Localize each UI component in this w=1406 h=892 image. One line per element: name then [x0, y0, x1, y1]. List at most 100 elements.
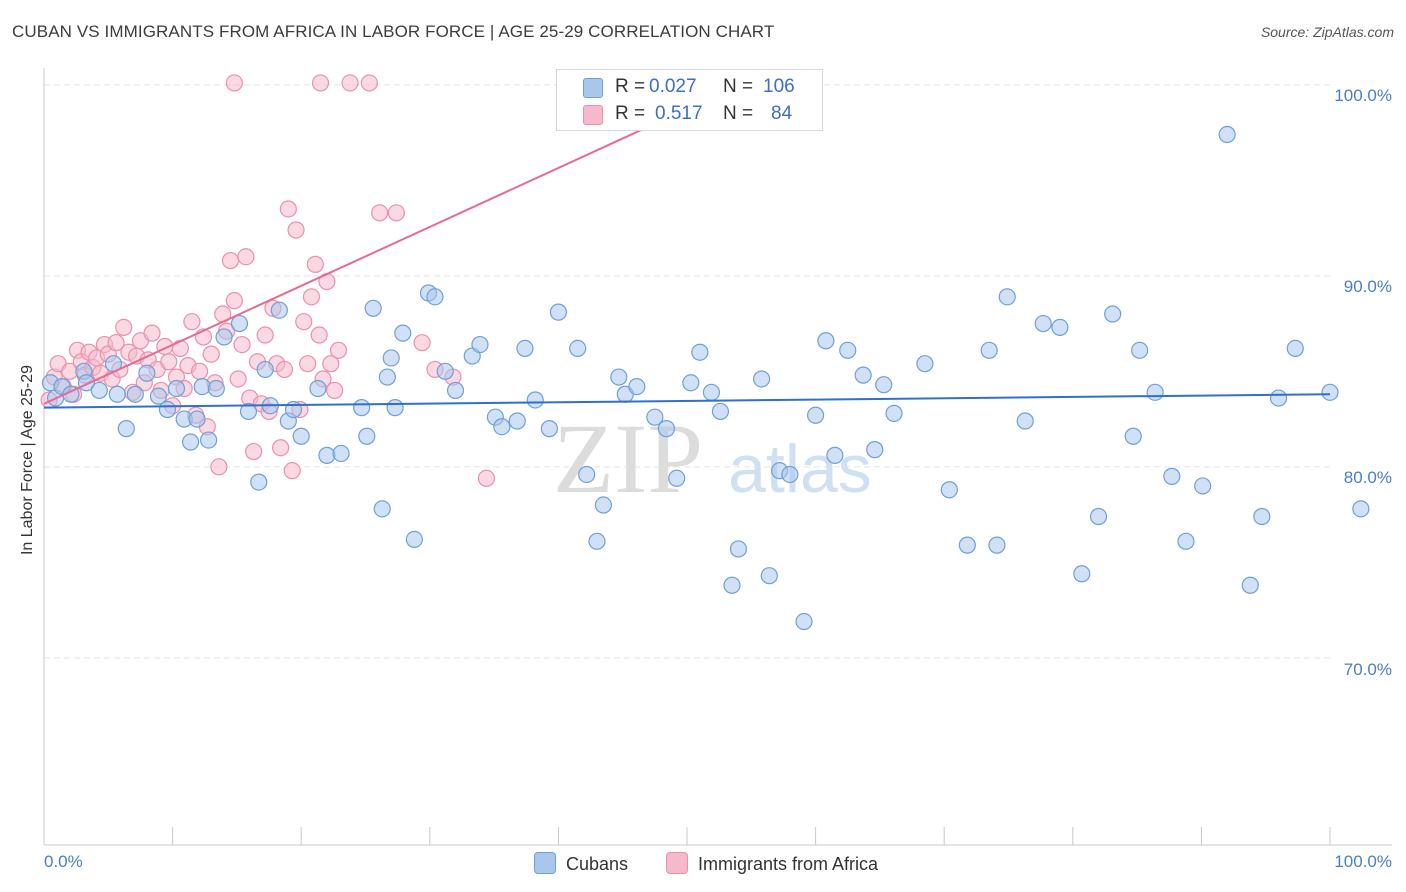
watermark-atlas: atlas [728, 431, 872, 507]
cubans-point [729, 540, 748, 558]
cubans-point [752, 370, 771, 388]
cubans-point [394, 324, 412, 342]
series-immigrants-from-africa [40, 74, 495, 487]
cubans-point [1089, 507, 1108, 526]
watermark-zip: ZIP [553, 403, 703, 514]
cubans-point [526, 391, 544, 409]
africa-point [210, 458, 228, 476]
cubans-point [711, 402, 730, 421]
africa-swatch [666, 852, 688, 874]
cubans-point [332, 444, 350, 463]
africa-point [107, 334, 125, 352]
cubans-point [353, 399, 371, 417]
cubans-point [1034, 314, 1052, 333]
cubans-point [691, 343, 709, 361]
cubans-point [309, 379, 327, 398]
cubans-point [318, 446, 336, 464]
cubans-point [1218, 125, 1236, 144]
africa-point [191, 362, 209, 380]
africa-point [302, 288, 321, 306]
cubans-point [436, 362, 454, 380]
africa-point [279, 200, 297, 218]
cubans-point [826, 446, 844, 464]
cubans-point [578, 465, 596, 484]
r-value: 0.517 [655, 103, 703, 124]
africa-point [287, 221, 305, 239]
africa-point [225, 74, 243, 92]
cubans-point [839, 341, 857, 359]
cubans-point [795, 612, 813, 631]
cubans-point [1131, 341, 1149, 359]
cubans-point [1073, 565, 1091, 583]
africa-point [245, 442, 263, 461]
cubans-point [628, 378, 646, 396]
cubans-swatch [583, 78, 603, 98]
cubans-point [493, 418, 511, 436]
africa-point [233, 335, 251, 354]
africa-point [202, 345, 220, 363]
cubans-point [646, 408, 664, 426]
cubans-point [382, 349, 400, 367]
cubans-point [760, 567, 778, 585]
cubans-point [723, 576, 741, 594]
cubans-point [200, 431, 218, 449]
cubans-point [885, 404, 903, 422]
n-value: 106 [763, 76, 795, 97]
cubans-point [1124, 427, 1142, 445]
africa-point [477, 469, 495, 487]
cubans-point [781, 465, 799, 484]
cubans-point [358, 427, 376, 445]
africa-trend-line [43, 83, 741, 405]
cubans-point [182, 433, 200, 451]
cubans-point [138, 364, 156, 382]
cubans-point [250, 473, 268, 491]
cubans-point [149, 387, 168, 405]
cubans-point [854, 366, 872, 384]
africa-point [221, 251, 240, 270]
cubans-point [1104, 305, 1122, 323]
y-tick-label: 70.0% [1343, 660, 1392, 679]
cubans-point [1286, 339, 1304, 358]
cubans-point [230, 314, 249, 333]
cubans-point [702, 383, 721, 401]
africa-point [311, 74, 330, 92]
x-tick-label-max: 100.0% [1334, 852, 1392, 871]
cubans-point [471, 335, 489, 354]
cubans-point [1352, 500, 1370, 518]
legend-label-cubans: Cubans [566, 854, 629, 874]
cubans-point [1051, 318, 1069, 336]
cubans-point [549, 303, 568, 321]
cubans-point [378, 368, 396, 386]
africa-point [326, 381, 344, 400]
cubans-point [188, 410, 206, 428]
africa-point [322, 355, 340, 373]
africa-point [413, 334, 431, 352]
africa-point [160, 353, 178, 371]
africa-point [115, 318, 133, 336]
cubans-point [657, 420, 676, 438]
africa-swatch [583, 105, 603, 125]
cubans-point [569, 339, 587, 358]
cubans-point [508, 412, 526, 430]
cubans-point [207, 379, 225, 398]
axes [43, 68, 1392, 846]
legend-item-africa[interactable]: Immigrants from Africa [666, 852, 878, 875]
legend-item-cubans[interactable]: Cubans [534, 852, 628, 875]
cubans-point [270, 301, 288, 319]
cubans-point [108, 385, 126, 403]
cubans-point [1253, 507, 1271, 526]
africa-point [306, 255, 324, 273]
africa-point [341, 74, 359, 92]
cubans-point [1269, 389, 1288, 407]
cubans-point [117, 420, 135, 438]
africa-point [299, 355, 317, 373]
r-label: R = [615, 103, 646, 124]
africa-point [237, 248, 255, 266]
cubans-point [446, 381, 465, 400]
cubans-point [1194, 477, 1212, 495]
cubans-point [1016, 412, 1034, 430]
africa-point [256, 326, 274, 344]
cubans-point [594, 496, 613, 514]
cubans-point [126, 385, 144, 403]
africa-point [225, 292, 243, 310]
